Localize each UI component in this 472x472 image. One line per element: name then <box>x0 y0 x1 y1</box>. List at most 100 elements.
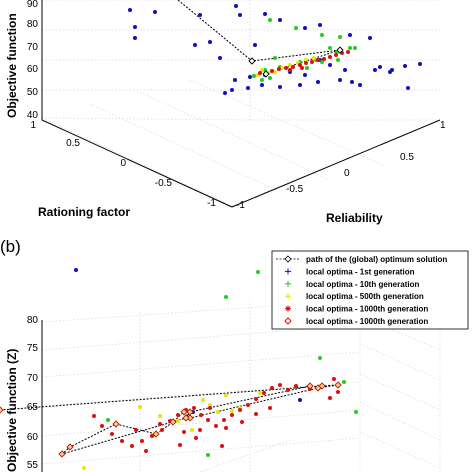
panel-a-series-3-point-2 <box>277 67 281 71</box>
panel-a-series-0-point-6 <box>263 12 267 16</box>
panel-b-series-1-point-4 <box>318 356 322 360</box>
panel-b-series-3-point-39 <box>194 436 198 440</box>
panel-a-series-0-point-38 <box>358 83 362 87</box>
panel-a-series-0-point-3 <box>234 4 238 8</box>
panel-a-series-0-point-14 <box>368 36 372 40</box>
panel-b-path-marker-3 <box>314 384 322 392</box>
panel-a-x-tick-1: 1 <box>30 120 36 131</box>
panel-b-series-2-point-9 <box>230 409 234 413</box>
panel-a-series-0-point-30 <box>246 86 250 90</box>
panel-a-series-3-point-13 <box>346 50 350 54</box>
panel-b-series-1-point-8 <box>206 453 210 457</box>
panel-a-x-tick-neg0.5: -0.5 <box>155 178 173 189</box>
panel-b-series-3-point-12 <box>199 413 203 417</box>
panel-a-x-axis-label: Rationing factor <box>38 205 130 219</box>
panel-b-series-2-point-3 <box>176 419 180 423</box>
panel-a-path-marker-1 <box>248 57 256 65</box>
legend-label-3: local optima - 500th generation <box>306 292 424 301</box>
panel-b-series-3-point-5 <box>140 439 144 443</box>
panel-b-series-3-point-6 <box>150 434 154 438</box>
panel-b-series-3-point-34 <box>224 426 228 430</box>
panel-a-series-0-point-23 <box>248 75 252 79</box>
legend: path of the (global) optimum solution loc… <box>271 250 469 330</box>
panel-a-series-3-point-14 <box>288 68 292 72</box>
panel-b-grid <box>41 289 441 472</box>
legend-swatch-4 <box>285 305 291 312</box>
panel-b-path-marker-0 <box>0 406 4 414</box>
legend-entries: path of the (global) optimum solution loc… <box>276 255 447 326</box>
panel-b-series-2-point-12 <box>82 466 86 470</box>
panel-a-series-3-point-15 <box>300 66 304 70</box>
panel-b-series-2-point-0 <box>138 405 142 409</box>
panel-b-series-2-point-8 <box>224 393 228 397</box>
panel-a-y-axis-label: Reliability <box>326 211 383 225</box>
panel-b-series-3-point-17 <box>238 408 242 412</box>
panel-a-series-0-point-34 <box>298 83 302 87</box>
panel-a-series-3-point-7 <box>310 60 314 64</box>
panel-a-series-0-point-10 <box>133 36 137 40</box>
panel-a-path-marker-2 <box>336 46 344 54</box>
panel-a-grid <box>41 0 441 207</box>
panel-a-series-1-point-3 <box>338 35 342 39</box>
panel-a: 90 80 70 60 50 40 1 0.5 0 -0.5 -1 -1 -0.… <box>5 0 446 225</box>
panel-a-series-1-point-0 <box>268 18 272 22</box>
legend-label-5: local optima - 1000th generation <box>306 317 428 326</box>
panel-a-x-ticks: 1 0.5 0 -0.5 -1 <box>30 120 216 209</box>
panel-b-series-3-point-14 <box>214 424 218 428</box>
panel-a-series-0-point-8 <box>303 26 307 30</box>
panel-a-x-tick-neg1: -1 <box>207 198 216 209</box>
panel-a-series-0-point-21 <box>418 62 422 66</box>
panel-a-series-1-point-10 <box>353 46 357 50</box>
panel-a-series-0-point-9 <box>318 23 322 27</box>
panel-b-series-3-point-3 <box>120 439 124 443</box>
panel-a-series-0-point-5 <box>238 13 242 17</box>
panel-a-series-2-point-8 <box>312 56 316 60</box>
panel-b-z-axis-label: Objective function (Z) <box>5 349 19 472</box>
panel-a-series-0-point-20 <box>403 64 407 68</box>
panel-a-y-tick-0: 0 <box>344 168 350 179</box>
panel-a-series-3-point-5 <box>298 63 302 67</box>
panel-a-z-tick-90: 90 <box>27 0 39 10</box>
legend-swatch-0 <box>284 255 292 263</box>
panel-b-series-3-point-22 <box>278 383 282 387</box>
panel-a-series-0-point-7 <box>278 18 282 22</box>
panel-a-series-1-point-20 <box>336 58 340 62</box>
panel-b-series-1-point-1 <box>224 295 228 299</box>
panel-b-z-ticks: 80 75 70 65 60 55 <box>27 315 39 471</box>
panel-a-y-ticks: -1 -0.5 0 0.5 1 <box>236 120 446 211</box>
panel-b-series-3-point-1 <box>100 424 104 428</box>
panel-a-series-0-point-29 <box>230 88 234 92</box>
panel-b-series-3-point-32 <box>198 428 202 432</box>
panel-a-series-0-point-28 <box>343 68 347 72</box>
panel-a-series-2-point-5 <box>288 63 292 67</box>
panel-a-series-3-point-0 <box>258 71 262 75</box>
panel-b-series-3-point-11 <box>192 406 196 410</box>
panel-b-series-3-point-2 <box>110 432 114 436</box>
panel-a-series-0-point-36 <box>338 78 342 82</box>
legend-label-0: path of the (global) optimum solution <box>306 255 447 264</box>
panel-b-path-marker-7 <box>152 430 160 438</box>
panel-a-series-3-point-4 <box>291 65 295 69</box>
panel-a-series-0-point-2 <box>198 13 202 17</box>
panel-a-series-3-point-10 <box>328 55 332 59</box>
panel-b-z-tick-75: 75 <box>27 343 39 354</box>
legend-label-2: local optima - 10th generation <box>306 280 419 289</box>
panel-b-path-marker-5 <box>180 408 188 416</box>
panel-a-series-0-point-18 <box>378 65 382 69</box>
panel-b-series-2-point-7 <box>216 410 220 414</box>
panel-a-series-0-point-0 <box>128 8 132 12</box>
panel-b-series-3-point-23 <box>286 388 290 392</box>
legend-label-1: local optima - 1st generation <box>306 267 415 276</box>
panel-a-series-2-point-0 <box>260 68 264 72</box>
panel-a-series-1-point-19 <box>305 66 309 70</box>
panel-a-x-tick-0: 0 <box>120 158 126 169</box>
panel-b-series-3-point-20 <box>262 391 266 395</box>
panel-b-series-3-point-38 <box>220 444 224 448</box>
panel-a-series-3-point-3 <box>284 66 288 70</box>
panel-b-z-tick-80: 80 <box>27 315 39 326</box>
panel-b-series-3-point-27 <box>328 396 332 400</box>
panel-a-series-0-point-40 <box>388 70 392 74</box>
panel-a-z-tick-80: 80 <box>27 19 39 30</box>
panel-b-path-marker-11 <box>182 414 190 422</box>
panel-b-series-3-point-4 <box>130 444 134 448</box>
